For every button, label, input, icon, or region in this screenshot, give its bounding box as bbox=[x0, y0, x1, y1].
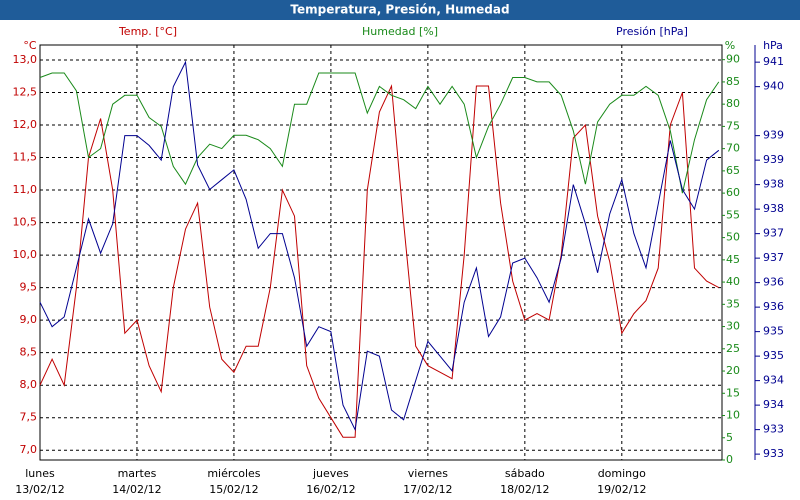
x-tick-label: lunes bbox=[25, 467, 55, 480]
x-tick-label: miércoles bbox=[207, 467, 260, 480]
y-tick-label: 7,5 bbox=[20, 411, 38, 424]
y-tick-label: 12,0 bbox=[13, 118, 38, 131]
y2-tick-label: 50 bbox=[726, 231, 740, 244]
x-tick-date: 17/02/12 bbox=[403, 483, 452, 496]
title-bar bbox=[0, 0, 800, 20]
y3-tick-label: 933 bbox=[763, 447, 784, 460]
y-tick-label: 10,0 bbox=[13, 248, 38, 261]
y-tick-label: 7,0 bbox=[20, 443, 38, 456]
y2-tick-label: 20 bbox=[726, 364, 740, 377]
y3-tick-label: 933 bbox=[763, 423, 784, 436]
y2-tick-label: 55 bbox=[726, 208, 740, 221]
y2-tick-label: 45 bbox=[726, 253, 740, 266]
y2-tick-label: 85 bbox=[726, 75, 740, 88]
x-tick-label: jueves bbox=[312, 467, 349, 480]
y2-tick-label: 65 bbox=[726, 164, 740, 177]
y2-tick-label: 10 bbox=[726, 409, 740, 422]
y2-tick-label: 30 bbox=[726, 320, 740, 333]
y3-tick-label: 934 bbox=[763, 398, 784, 411]
x-tick-date: 18/02/12 bbox=[500, 483, 549, 496]
y-tick-label: 11,0 bbox=[13, 183, 38, 196]
x-tick-label: domingo bbox=[598, 467, 646, 480]
y3-tick-label: 939 bbox=[763, 153, 784, 166]
x-tick-date: 15/02/12 bbox=[209, 483, 258, 496]
data-line bbox=[39, 84, 720, 438]
y-tick-label: 9,0 bbox=[20, 313, 38, 326]
x-tick-date: 19/02/12 bbox=[597, 483, 646, 496]
legend-entry: Humedad [%] bbox=[362, 25, 438, 38]
plot-frame bbox=[39, 44, 723, 461]
y2-tick-label: 60 bbox=[726, 186, 740, 199]
y2-tick-label: 80 bbox=[726, 97, 740, 110]
y3-tick-label: 940 bbox=[763, 80, 784, 93]
y-tick-label: 13,0 bbox=[13, 53, 38, 66]
y2-tick-label: 25 bbox=[726, 342, 740, 355]
x-tick-date: 14/02/12 bbox=[112, 483, 161, 496]
y-tick-label: 8,0 bbox=[20, 378, 38, 391]
y2-tick-label: 70 bbox=[726, 142, 740, 155]
y3-tick-label: 941 bbox=[763, 55, 784, 68]
x-tick-date: 13/02/12 bbox=[15, 483, 64, 496]
y2-tick-label: 0 bbox=[726, 453, 733, 466]
y3-axis-title: hPa bbox=[763, 39, 783, 52]
y-tick-label: 8,5 bbox=[20, 346, 38, 359]
y-tick-label: 9,5 bbox=[20, 281, 38, 294]
y2-tick-label: 40 bbox=[726, 275, 740, 288]
y-tick-label: 10,5 bbox=[13, 216, 38, 229]
y-tick-label: 11,5 bbox=[13, 151, 38, 164]
y2-axis-title: % bbox=[725, 39, 735, 52]
y-axis-title: °C bbox=[23, 39, 37, 52]
y3-tick-label: 938 bbox=[763, 202, 784, 215]
y-tick-label: 12,5 bbox=[13, 85, 38, 98]
y3-tick-label: 935 bbox=[763, 349, 784, 362]
x-tick-label: sábado bbox=[505, 467, 545, 480]
y3-tick-label: 936 bbox=[763, 300, 784, 313]
y3-tick-label: 936 bbox=[763, 276, 784, 289]
y2-tick-label: 90 bbox=[726, 53, 740, 66]
y2-tick-label: 15 bbox=[726, 386, 740, 399]
x-tick-date: 16/02/12 bbox=[306, 483, 355, 496]
data-line bbox=[39, 60, 720, 432]
y3-tick-label: 934 bbox=[763, 374, 784, 387]
legend-entry: Temp. [°C] bbox=[118, 25, 177, 38]
data-line bbox=[39, 72, 720, 194]
y3-tick-label: 938 bbox=[763, 178, 784, 191]
y3-tick-label: 939 bbox=[763, 129, 784, 142]
legend-entry: Presión [hPa] bbox=[616, 25, 688, 38]
y2-tick-label: 5 bbox=[726, 431, 733, 444]
y3-tick-label: 937 bbox=[763, 227, 784, 240]
chart-title: Temperatura, Presión, Humedad bbox=[290, 3, 509, 17]
x-tick-label: martes bbox=[118, 467, 157, 480]
y3-tick-label: 937 bbox=[763, 251, 784, 264]
y2-tick-label: 35 bbox=[726, 297, 740, 310]
y3-tick-label: 935 bbox=[763, 325, 784, 338]
y2-tick-label: 75 bbox=[726, 119, 740, 132]
x-tick-label: viernes bbox=[408, 467, 448, 480]
